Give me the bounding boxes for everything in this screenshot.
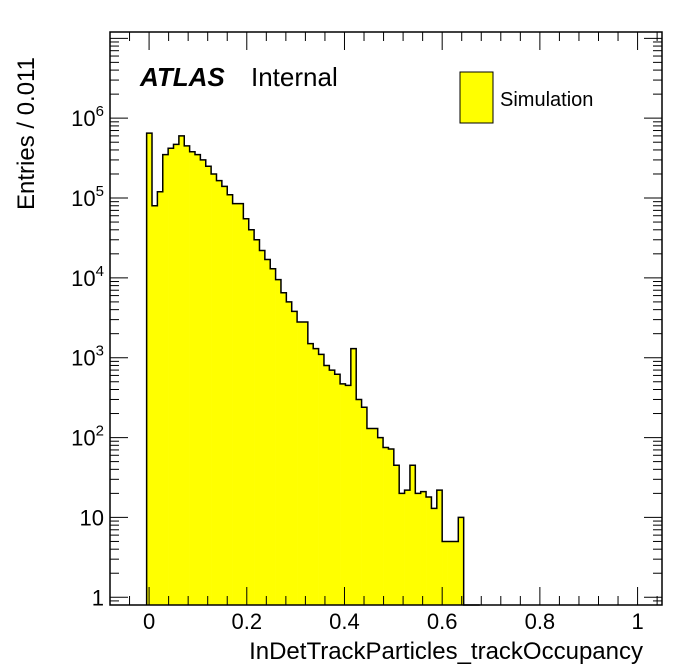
atlas-label-text: Internal: [251, 62, 338, 92]
y-tick-labels: 1 10 102 103 104 105 106: [71, 103, 104, 610]
histogram-bar: [227, 194, 233, 605]
histogram-bar: [377, 437, 384, 605]
x-tick-label: 0.4: [329, 609, 360, 634]
histogram-bar: [415, 493, 421, 605]
histogram-bar: [409, 465, 416, 605]
histogram-bar: [275, 279, 282, 605]
histogram-bar: [361, 407, 368, 605]
histogram-bar: [431, 508, 438, 605]
y-tick-label: 106: [71, 103, 104, 131]
histogram-bar: [152, 205, 158, 606]
y-tick-label: 104: [71, 263, 104, 291]
histogram-bar: [393, 465, 400, 605]
histogram-bar: [157, 191, 164, 605]
histogram-bar: [313, 348, 319, 605]
histogram-bar: [442, 541, 448, 605]
legend-swatch: [459, 71, 494, 124]
plot-frame: [109, 31, 663, 606]
histogram-bar: [173, 144, 180, 606]
histogram-bar: [340, 383, 346, 605]
histogram-bar: [221, 186, 228, 605]
histogram-bar: [216, 180, 223, 606]
histogram-bar: [420, 491, 427, 605]
y-tick-label: 10: [80, 505, 104, 530]
histogram-bar: [286, 301, 293, 605]
histogram-bar: [291, 311, 298, 605]
y-tick-label: 102: [71, 423, 104, 451]
histogram-bar: [200, 159, 207, 605]
histogram-bar: [280, 292, 287, 605]
histogram-bar: [345, 385, 352, 605]
histogram-bar: [452, 541, 459, 605]
histogram-bar: [447, 541, 454, 605]
x-tick-labels: 0 0.2 0.4 0.6 0.8 1: [143, 609, 644, 634]
y-tick-label: 1: [92, 585, 104, 610]
histogram-bar: [254, 239, 260, 605]
histogram-bar: [146, 133, 153, 606]
histogram-bar: [264, 259, 271, 605]
histogram-bar: [426, 497, 432, 605]
y-axis-title: Entries / 0.011: [13, 57, 40, 210]
histogram-bar: [388, 448, 395, 605]
atlas-label: ATLAS Internal: [139, 62, 338, 92]
histogram-bar: [399, 493, 405, 605]
histogram-bar: [178, 135, 185, 606]
x-tick-label: 0.8: [525, 609, 556, 634]
histogram-bar: [350, 348, 357, 605]
histogram-bar: [232, 203, 239, 605]
histogram-bar: [307, 343, 314, 605]
histogram-outline: [145, 132, 480, 606]
x-axis-title: InDetTrackParticles_trackOccupancy: [249, 638, 643, 665]
histogram-bar: [329, 370, 336, 605]
histogram-bar: [248, 229, 255, 605]
histogram-bar: [194, 154, 201, 605]
legend: Simulation: [459, 71, 593, 124]
histogram-bar: [372, 428, 378, 605]
histogram-bar: [189, 151, 196, 606]
histogram-bar: [318, 354, 325, 605]
histogram-bar: [237, 203, 244, 605]
x-tick-label: 0: [143, 609, 155, 634]
histogram-bar: [259, 250, 266, 606]
histogram-bar: [302, 322, 309, 605]
histogram-bar: [436, 490, 443, 605]
histogram-bar: [334, 374, 341, 605]
histogram-bar: [184, 145, 190, 605]
x-tick-label: 0.2: [231, 609, 262, 634]
histogram-bar: [270, 268, 276, 605]
histogram-bar: [366, 428, 373, 605]
histogram-bar: [404, 490, 411, 605]
axis-ticks: [109, 32, 662, 606]
legend-entry-simulation: Simulation: [500, 89, 593, 111]
histogram-bars: [146, 133, 464, 606]
y-tick-label: 105: [71, 183, 104, 211]
histogram-bar: [211, 173, 217, 606]
x-tick-label: 0.6: [427, 609, 458, 634]
histogram-bar: [205, 166, 212, 605]
atlas-label-bold: ATLAS: [139, 62, 225, 92]
histogram-bar: [168, 148, 174, 605]
histogram-bar: [458, 517, 464, 605]
y-tick-label: 103: [71, 343, 104, 371]
histogram-bar: [323, 365, 330, 605]
histogram-bar: [243, 218, 250, 606]
histogram-bar: [356, 399, 362, 605]
x-tick-label: 1: [631, 609, 643, 634]
histogram-bar: [383, 447, 389, 605]
histogram-bar: [297, 322, 303, 605]
histogram-bar: [162, 154, 169, 605]
